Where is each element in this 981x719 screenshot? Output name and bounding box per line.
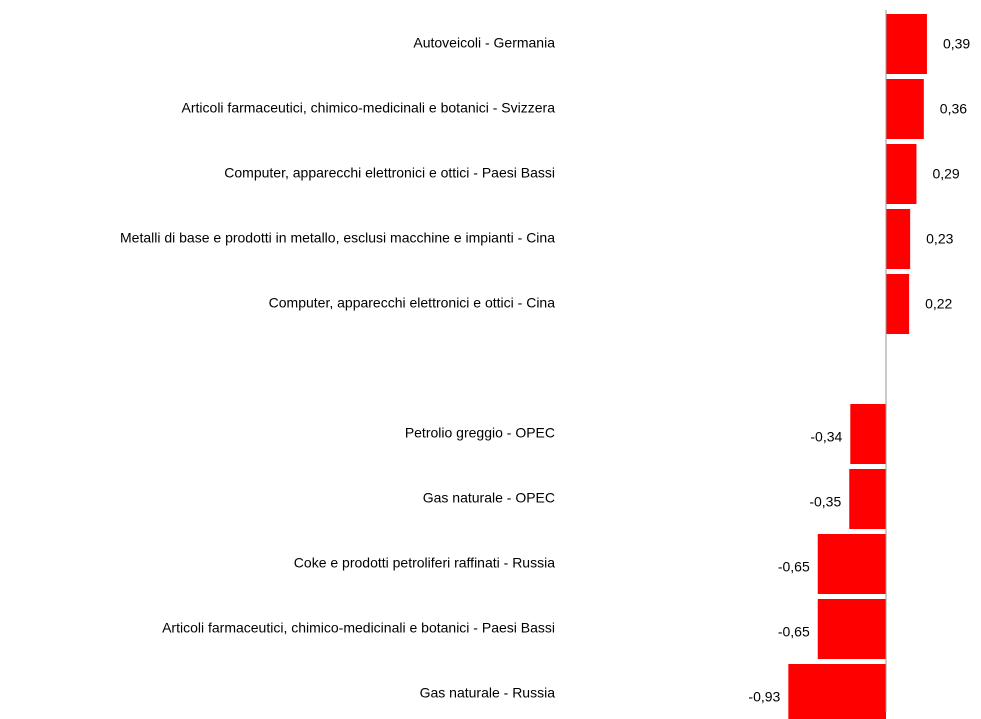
value-label: -0,65 — [778, 624, 810, 640]
value-label: -0,35 — [809, 494, 841, 510]
category-label: Petrolio greggio - OPEC — [405, 425, 555, 441]
category-label: Metalli di base e prodotti in metallo, e… — [120, 230, 555, 246]
value-label: 0,23 — [926, 231, 953, 247]
value-label: -0,34 — [810, 429, 842, 445]
value-label: -0,93 — [748, 689, 780, 705]
value-label: 0,36 — [940, 101, 967, 117]
bar — [817, 599, 886, 659]
value-label: 0,22 — [925, 296, 952, 312]
value-label: -0,65 — [778, 559, 810, 575]
category-label: Articoli farmaceutici, chimico-medicinal… — [162, 620, 555, 636]
value-label: 0,39 — [943, 36, 970, 52]
bar — [886, 14, 927, 74]
bar — [886, 144, 917, 204]
category-label: Autoveicoli - Germania — [413, 35, 555, 51]
bar — [850, 404, 886, 464]
category-label: Gas naturale - Russia — [420, 685, 556, 701]
category-label: Computer, apparecchi elettronici e ottic… — [224, 165, 555, 181]
bar — [886, 274, 910, 334]
value-label: 0,29 — [932, 166, 959, 182]
bar — [849, 469, 886, 529]
category-label: Articoli farmaceutici, chimico-medicinal… — [182, 100, 556, 116]
category-label: Coke e prodotti petroliferi raffinati - … — [294, 555, 555, 571]
bar — [886, 209, 911, 269]
bar — [788, 664, 886, 719]
category-label: Gas naturale - OPEC — [423, 490, 555, 506]
bar — [817, 534, 886, 594]
bar — [886, 79, 924, 139]
category-label: Computer, apparecchi elettronici e ottic… — [269, 295, 556, 311]
